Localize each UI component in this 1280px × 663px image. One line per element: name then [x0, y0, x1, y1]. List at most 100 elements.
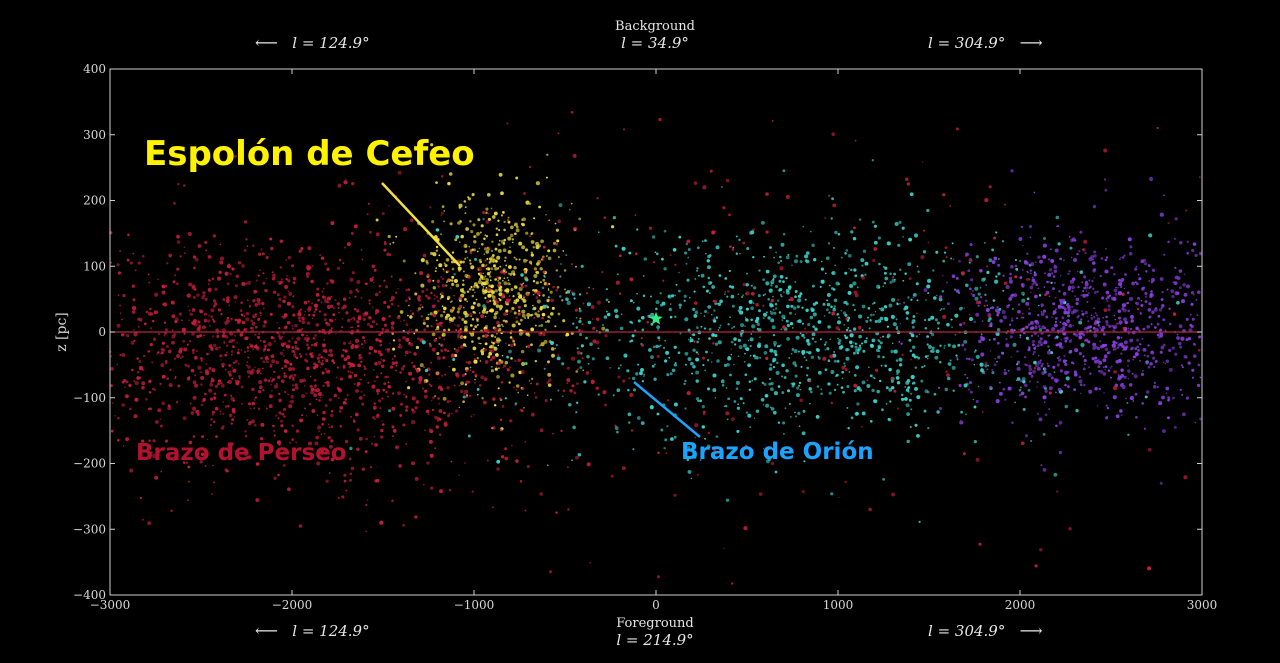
data-point: [1068, 527, 1072, 531]
data-point: [867, 307, 871, 310]
data-point: [192, 406, 197, 411]
data-point: [482, 334, 485, 338]
data-point: [1104, 369, 1106, 371]
data-point: [214, 287, 218, 291]
data-point: [423, 381, 426, 384]
data-point: [261, 252, 265, 256]
data-point: [938, 297, 943, 302]
data-point: [371, 384, 376, 389]
data-point: [166, 262, 169, 265]
data-point: [129, 468, 134, 473]
data-point: [824, 272, 827, 275]
data-point: [1145, 270, 1148, 273]
data-point: [521, 245, 526, 250]
data-point: [292, 295, 295, 298]
data-point: [759, 336, 761, 338]
data-point: [1029, 320, 1034, 325]
data-point: [534, 324, 537, 327]
data-point: [148, 281, 151, 284]
data-point: [280, 419, 284, 423]
data-point: [848, 267, 850, 270]
data-point: [1073, 332, 1076, 336]
data-point: [1113, 370, 1117, 374]
data-point: [345, 178, 347, 181]
data-point: [830, 370, 835, 374]
data-point: [854, 293, 859, 298]
data-point: [257, 367, 261, 372]
data-point: [609, 367, 611, 369]
data-point: [358, 436, 363, 441]
data-point: [805, 332, 808, 334]
data-point: [1027, 388, 1031, 392]
data-point: [991, 306, 995, 310]
data-point: [1165, 386, 1170, 391]
data-point: [478, 247, 481, 250]
data-point: [1130, 320, 1133, 323]
data-point: [522, 295, 526, 298]
data-point: [806, 366, 810, 370]
data-point: [834, 264, 836, 267]
data-point: [485, 286, 488, 289]
data-point: [154, 475, 159, 480]
data-point: [993, 256, 998, 261]
data-point: [200, 383, 203, 386]
data-point: [360, 296, 363, 299]
data-point: [974, 286, 979, 291]
data-point: [1167, 240, 1170, 244]
data-point: [289, 362, 293, 366]
data-point: [1063, 327, 1065, 330]
data-point: [491, 295, 496, 300]
data-point: [1029, 225, 1032, 228]
data-point: [411, 396, 416, 401]
data-point: [345, 311, 349, 315]
data-point: [110, 429, 114, 433]
data-point: [503, 271, 506, 275]
data-point: [511, 323, 516, 328]
data-point: [392, 347, 396, 351]
data-point: [519, 408, 523, 412]
data-point: [439, 314, 444, 318]
data-point: [1048, 391, 1052, 395]
data-point: [186, 376, 191, 381]
data-point: [1120, 368, 1124, 372]
data-point: [1096, 290, 1099, 293]
data-point: [735, 380, 740, 385]
data-point: [657, 336, 661, 340]
data-point: [397, 170, 402, 175]
data-point: [482, 287, 484, 290]
data-point: [1180, 364, 1183, 367]
data-point: [264, 345, 267, 348]
data-point: [351, 363, 356, 368]
data-point: [669, 303, 672, 305]
data-point: [927, 426, 930, 430]
data-point: [134, 381, 139, 386]
data-point: [637, 363, 640, 366]
data-point: [612, 216, 616, 220]
data-point: [230, 350, 234, 353]
data-point: [916, 299, 919, 302]
data-point: [432, 396, 435, 400]
data-point: [656, 412, 660, 416]
data-point: [337, 307, 340, 310]
data-point: [780, 295, 783, 298]
data-point: [486, 287, 492, 292]
data-point: [196, 327, 201, 332]
data-point: [451, 307, 454, 311]
data-point: [195, 350, 198, 353]
data-point: [855, 412, 859, 416]
data-point: [1156, 386, 1159, 389]
data-point: [548, 282, 551, 286]
data-point: [687, 247, 691, 252]
data-point: [1028, 308, 1031, 310]
data-point: [754, 357, 757, 360]
data-point: [1121, 303, 1126, 308]
data-point: [477, 280, 482, 285]
data-point: [761, 381, 765, 385]
data-point: [233, 416, 236, 418]
data-point: [826, 299, 829, 302]
data-point: [330, 327, 333, 330]
data-point: [520, 349, 525, 354]
data-point: [707, 431, 710, 435]
data-point: [300, 308, 302, 311]
data-point: [1185, 284, 1191, 289]
